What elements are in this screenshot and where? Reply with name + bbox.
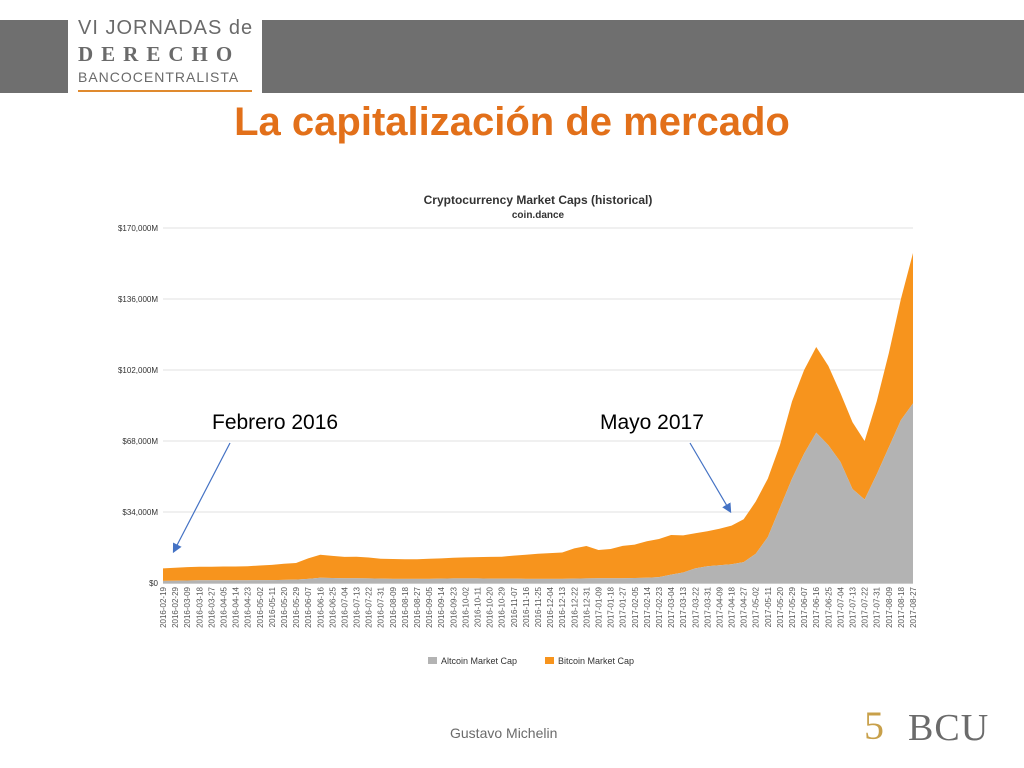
x-tick-label: 2017-01-09 [594, 586, 603, 627]
x-tick-label: 2016-12-31 [582, 586, 591, 627]
x-tick-label: 2016-03-27 [207, 586, 216, 627]
slide-title: La capitalización de mercado [234, 100, 790, 144]
altcoin-area [163, 403, 913, 583]
annotation-may-2017: Mayo 2017 [600, 411, 704, 434]
x-tick-label: 2016-07-22 [365, 586, 374, 627]
y-tick-label: $102,000M [118, 366, 158, 375]
x-tick-label: 2017-06-16 [812, 586, 821, 627]
x-tick-label: 2016-07-13 [353, 586, 362, 627]
x-tick-label: 2016-11-25 [534, 586, 543, 627]
x-tick-label: 2016-09-23 [449, 586, 458, 627]
x-tick-label: 2016-08-27 [413, 586, 422, 627]
x-tick-label: 2016-11-07 [510, 586, 519, 627]
logo-line-1: VI JORNADAS de [78, 17, 254, 39]
x-tick-label: 2016-03-18 [195, 586, 204, 627]
x-tick-label: 2016-09-14 [437, 586, 446, 627]
x-tick-label: 2016-07-31 [377, 586, 386, 627]
bcu-anniversary-mark: 5 [864, 703, 884, 748]
x-tick-label: 2017-04-09 [715, 586, 724, 627]
x-tick-label: 2017-04-27 [740, 586, 749, 627]
x-tick-label: 2017-07-04 [836, 586, 845, 627]
y-tick-label: $68,000M [122, 437, 158, 446]
x-tick-label: 2017-06-07 [800, 586, 809, 627]
legend-altcoin-label: Altcoin Market Cap [441, 656, 517, 666]
x-tick-label: 2017-01-18 [607, 586, 616, 627]
footer-author: Gustavo Michelin [450, 725, 558, 741]
x-tick-label: 2017-05-29 [788, 586, 797, 627]
y-tick-label: $34,000M [122, 508, 158, 517]
x-tick-label: 2017-05-02 [752, 586, 761, 627]
x-tick-label: 2016-10-11 [474, 586, 483, 627]
x-tick-label: 2016-06-07 [304, 586, 313, 627]
x-tick-label: 2017-08-09 [885, 586, 894, 627]
x-tick-label: 2017-05-20 [776, 586, 785, 627]
legend-bitcoin-swatch [545, 657, 554, 664]
x-tick-label: 2017-03-04 [667, 586, 676, 627]
x-tick-label: 2016-05-02 [256, 586, 265, 627]
x-tick-label: 2016-10-20 [486, 586, 495, 627]
annotation-feb-2016: Febrero 2016 [212, 411, 338, 434]
x-tick-label: 2016-08-09 [389, 586, 398, 627]
bcu-logo: 5 BCU [860, 700, 1000, 756]
event-logo: VI JORNADAS de DERECHO BANCOCENTRALISTA [68, 8, 262, 94]
x-tick-label: 2016-04-14 [232, 586, 241, 627]
x-tick-label: 2017-03-13 [679, 586, 688, 627]
chart-title: Cryptocurrency Market Caps (historical) [424, 193, 653, 207]
x-tick-label: 2017-03-22 [691, 586, 700, 627]
x-tick-label: 2016-10-02 [461, 586, 470, 627]
x-tick-label: 2017-07-31 [873, 586, 882, 627]
y-axis-ticks: $0 $34,000M $68,000M $102,000M $136,000M $170… [118, 224, 159, 588]
x-tick-label: 2017-08-27 [909, 586, 918, 627]
x-tick-label: 2017-01-27 [619, 586, 628, 627]
x-tick-label: 2016-05-20 [280, 586, 289, 627]
y-tick-label: $0 [149, 579, 158, 588]
x-tick-label: 2016-05-11 [268, 586, 277, 627]
x-tick-label: 2017-08-18 [897, 586, 906, 627]
x-tick-label: 2017-04-18 [728, 586, 737, 627]
x-tick-label: 2016-12-04 [546, 586, 555, 627]
bcu-logo-text: BCU [908, 707, 990, 749]
x-tick-label: 2016-06-16 [316, 586, 325, 627]
x-tick-label: 2017-06-25 [824, 586, 833, 627]
x-tick-label: 2016-06-25 [328, 586, 337, 627]
x-axis-ticks: 2016-02-19 2016-02-29 2016-03-09 2016-03-18… [159, 586, 918, 627]
x-tick-label: 2016-07-04 [340, 586, 349, 627]
x-tick-label: 2016-03-09 [183, 586, 192, 627]
area-series [163, 253, 913, 583]
x-tick-label: 2016-02-29 [171, 586, 180, 627]
x-tick-label: 2017-05-11 [764, 586, 773, 627]
x-tick-label: 2016-02-19 [159, 586, 168, 627]
x-tick-label: 2016-04-05 [219, 586, 228, 627]
x-tick-label: 2016-09-05 [425, 586, 434, 627]
x-tick-label: 2017-07-13 [849, 586, 858, 627]
legend-altcoin-swatch [428, 657, 437, 664]
x-tick-label: 2016-12-22 [570, 586, 579, 627]
x-tick-label: 2017-03-31 [703, 586, 712, 627]
x-tick-label: 2016-12-13 [558, 586, 567, 627]
legend-bitcoin-label: Bitcoin Market Cap [558, 656, 634, 666]
x-tick-label: 2017-07-22 [861, 586, 870, 627]
annotation-arrow-right [689, 442, 732, 514]
x-tick-label: 2017-02-23 [655, 586, 664, 627]
x-tick-label: 2016-04-23 [244, 586, 253, 627]
x-tick-label: 2016-08-18 [401, 586, 410, 627]
annotation-arrow-left [172, 442, 231, 554]
x-tick-label: 2016-10-29 [498, 586, 507, 627]
legend: Altcoin Market Cap Bitcoin Market Cap [428, 656, 634, 666]
chart-subtitle: coin.dance [512, 210, 565, 221]
y-tick-label: $170,000M [118, 224, 158, 233]
x-tick-label: 2017-02-14 [643, 586, 652, 627]
logo-line-2: DERECHO [78, 42, 241, 66]
x-tick-label: 2016-11-16 [522, 586, 531, 627]
logo-underline [78, 90, 252, 92]
y-tick-label: $136,000M [118, 295, 158, 304]
logo-line-3: BANCOCENTRALISTA [78, 69, 240, 85]
x-tick-label: 2017-02-05 [631, 586, 640, 627]
x-tick-label: 2016-05-29 [292, 586, 301, 627]
